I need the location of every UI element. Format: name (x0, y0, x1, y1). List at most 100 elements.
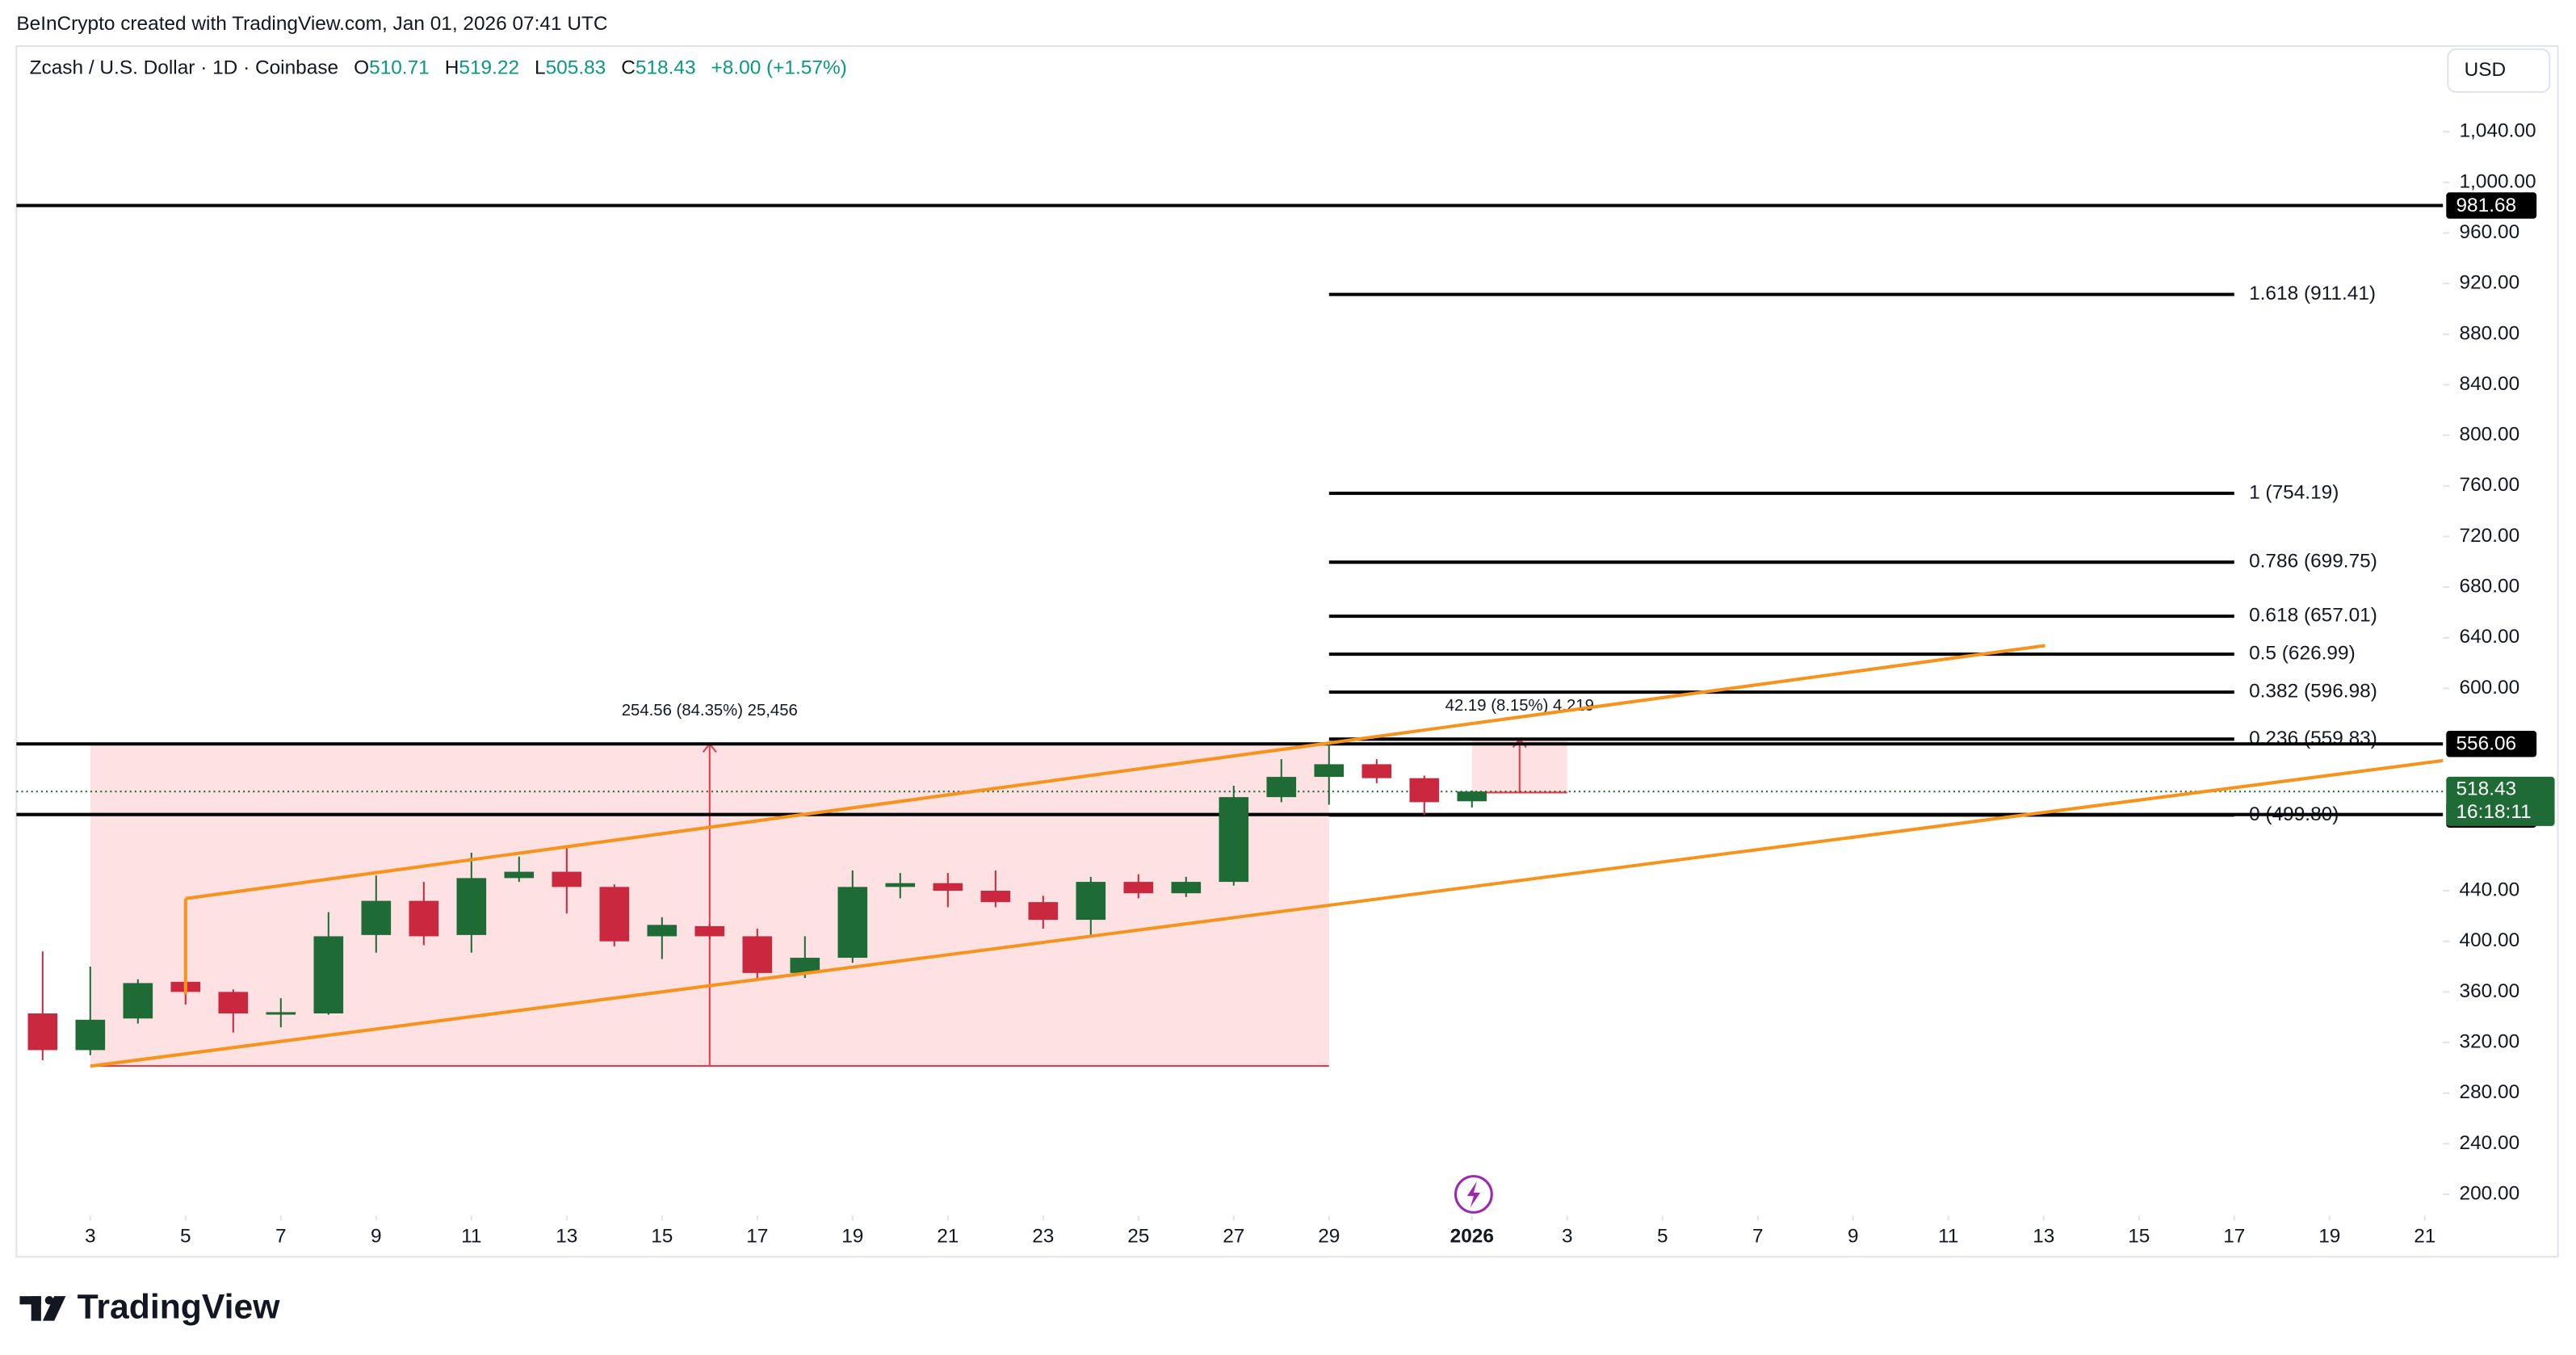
x-tick-label: 17 (746, 1225, 768, 1247)
candle-body (980, 891, 1011, 903)
last-price-badge (2446, 776, 2555, 826)
logo-part (19, 1296, 41, 1305)
x-tick-label: 3 (1562, 1225, 1573, 1247)
countdown: 16:18:11 (2456, 801, 2531, 823)
y-tick-label: 720.00 (2460, 525, 2520, 547)
currency[interactable]: USD (2465, 59, 2507, 81)
ohlc-key: L (535, 57, 546, 79)
attribution: BeInCrypto created with TradingView.com,… (16, 13, 607, 35)
ohlc-key: O (354, 57, 369, 79)
candle-body (504, 871, 535, 879)
y-tick-label: 280.00 (2460, 1081, 2520, 1103)
y-tick-label: 360.00 (2460, 980, 2520, 1002)
x-tick-label: 7 (275, 1225, 287, 1247)
ohlc-value: 505.83 (546, 57, 606, 79)
events-bolt[interactable] (1466, 1181, 1481, 1208)
x-tick-label: 25 (1127, 1225, 1149, 1247)
range-label: 42.19 (8.15%) 4,219 (1445, 697, 1594, 715)
x-tick-label: 9 (1848, 1225, 1859, 1247)
x-tick-label: 29 (1318, 1225, 1340, 1247)
candle-body (1076, 882, 1106, 921)
channel-line (90, 758, 2444, 1068)
y-tick-label: 600.00 (2460, 677, 2520, 698)
y-tick-label: 800.00 (2460, 424, 2520, 446)
candle-body (1314, 764, 1345, 778)
y-tick-label: 1,000.00 (2460, 170, 2536, 192)
x-tick-label: 9 (371, 1225, 382, 1247)
candle-body (933, 883, 963, 891)
price-badge-label: 981.68 (2456, 195, 2516, 216)
candle-body (552, 871, 582, 887)
candle-body (1219, 797, 1249, 883)
candle-body (599, 887, 630, 942)
last-price-label: 518.43 (2456, 778, 2516, 800)
y-tick-label: 920.00 (2460, 272, 2520, 294)
fib-label: 1.618 (911.41) (2249, 283, 2376, 304)
x-tick-label: 2026 (1450, 1225, 1494, 1247)
events-icon[interactable] (1454, 1175, 1493, 1214)
y-tick-label: 760.00 (2460, 474, 2520, 496)
x-tick-label: 15 (2128, 1225, 2150, 1247)
candle-body (694, 925, 725, 937)
logo-part (31, 1296, 41, 1321)
ohlc-value: 518.43 (636, 57, 696, 79)
chart-frame (15, 44, 2559, 1258)
candle-body (1028, 902, 1059, 921)
ohlc-value: 510.71 (369, 57, 430, 79)
currency-button[interactable] (2447, 48, 2551, 93)
x-tick-label: 13 (2033, 1225, 2054, 1247)
fib-label: 0.786 (699.75) (2249, 551, 2377, 573)
fib-label: 0.236 (559.83) (2249, 728, 2377, 749)
change: +8.00 (+1.57%) (711, 57, 847, 79)
y-tick-label: 200.00 (2460, 1182, 2520, 1204)
candle-body (647, 925, 678, 937)
y-tick-label: 320.00 (2460, 1030, 2520, 1052)
logo-part (42, 1296, 66, 1321)
fib-label: 1 (754.19) (2249, 481, 2339, 503)
brand: TradingView (78, 1288, 281, 1327)
y-tick-label: 840.00 (2460, 373, 2520, 395)
ohlc-key: H (445, 57, 459, 79)
candle-body (313, 936, 344, 1014)
candle-body (27, 1013, 58, 1051)
y-tick-label: 680.00 (2460, 576, 2520, 598)
price-badge-label: 556.06 (2456, 733, 2516, 755)
candle-body (1123, 882, 1154, 894)
candle-body (409, 900, 439, 937)
candle-body (1171, 882, 1202, 894)
x-tick-label: 27 (1223, 1225, 1244, 1247)
x-tick-label: 11 (1938, 1225, 1958, 1247)
candle-body (837, 887, 868, 959)
candle-body (456, 878, 487, 935)
fib-label: 0.382 (596.98) (2249, 681, 2377, 703)
candle-body (1361, 764, 1392, 778)
candle-body (1266, 777, 1297, 798)
x-tick-label: 19 (841, 1225, 863, 1247)
symbol: Zcash / U.S. Dollar · 1D · Coinbase (30, 57, 339, 79)
price-badge (2446, 730, 2537, 757)
channel-line (185, 644, 2045, 900)
candle-body (885, 883, 916, 887)
candle-body (742, 936, 773, 973)
range-label: 254.56 (84.35%) 25,456 (622, 702, 798, 719)
y-tick-label: 400.00 (2460, 929, 2520, 951)
x-tick-label: 21 (937, 1225, 959, 1247)
candle-body (1409, 778, 1440, 803)
x-tick-label: 7 (1752, 1225, 1764, 1247)
y-tick-label: 240.00 (2460, 1132, 2520, 1154)
fib-label: 0.618 (657.01) (2249, 605, 2377, 627)
price-badge (2446, 192, 2537, 219)
y-tick-label: 960.00 (2460, 221, 2520, 243)
x-tick-label: 21 (2414, 1225, 2435, 1247)
candle-body (1457, 791, 1487, 802)
logo: TradingView (19, 1288, 280, 1327)
x-tick-label: 3 (85, 1225, 96, 1247)
x-tick-label: 23 (1032, 1225, 1054, 1247)
ohlc-value: 519.22 (459, 57, 519, 79)
x-tick-label: 19 (2318, 1225, 2340, 1247)
candle-body (361, 900, 392, 935)
ohlc-key: C (621, 57, 636, 79)
